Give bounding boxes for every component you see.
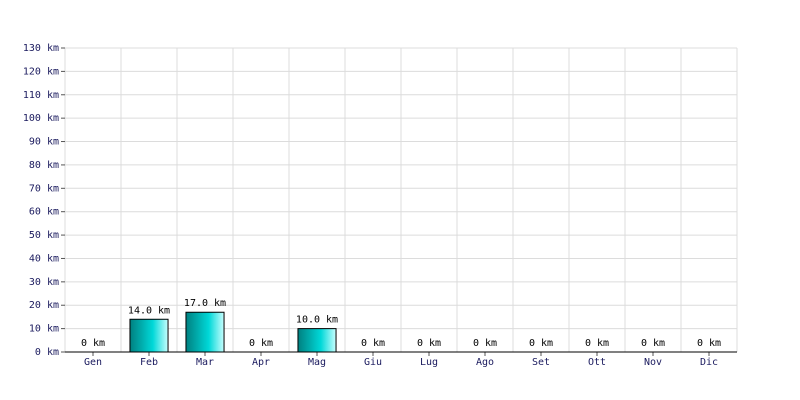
y-tick-label: 90 km <box>29 137 59 148</box>
bar <box>297 328 337 353</box>
x-tick-label: Set <box>532 357 550 368</box>
value-label: 0 km <box>473 338 497 349</box>
value-label: 0 km <box>361 338 385 349</box>
value-label: 0 km <box>417 338 441 349</box>
x-tick-label: Dic <box>700 357 718 368</box>
y-tick-label: 60 km <box>29 207 59 218</box>
y-tick-label: 0 km <box>35 347 59 358</box>
y-tick-label: 120 km <box>23 66 59 77</box>
value-label: 0 km <box>585 338 609 349</box>
x-tick-label: Feb <box>140 357 158 368</box>
y-tick-label: 70 km <box>29 183 59 194</box>
y-tick-label: 40 km <box>29 253 59 264</box>
x-tick-label: Gen <box>84 357 102 368</box>
x-tick-label: Mag <box>308 357 326 368</box>
value-label: 17.0 km <box>184 298 226 309</box>
y-tick-label: 10 km <box>29 324 59 335</box>
x-tick-label: Giu <box>364 357 382 368</box>
x-tick-label: Apr <box>252 357 270 368</box>
y-tick-label: 20 km <box>29 300 59 311</box>
value-label: 0 km <box>249 338 273 349</box>
value-label: 0 km <box>81 338 105 349</box>
y-tick-label: 110 km <box>23 90 59 101</box>
value-label: 0 km <box>641 338 665 349</box>
y-tick-label: 100 km <box>23 113 59 124</box>
bar <box>185 311 225 353</box>
bar <box>129 318 169 353</box>
y-tick-label: 30 km <box>29 277 59 288</box>
y-tick-label: 50 km <box>29 230 59 241</box>
x-tick-label: Mar <box>196 357 214 368</box>
value-label: 0 km <box>697 338 721 349</box>
x-tick-label: Nov <box>644 357 662 368</box>
value-label: 10.0 km <box>296 315 338 326</box>
y-tick-label: 130 km <box>23 43 59 54</box>
x-tick-label: Ott <box>588 357 606 368</box>
y-tick-label: 80 km <box>29 160 59 171</box>
x-tick-label: Ago <box>476 357 494 368</box>
value-label: 0 km <box>529 338 553 349</box>
x-tick-label: Lug <box>420 357 438 368</box>
value-label: 14.0 km <box>128 305 170 316</box>
